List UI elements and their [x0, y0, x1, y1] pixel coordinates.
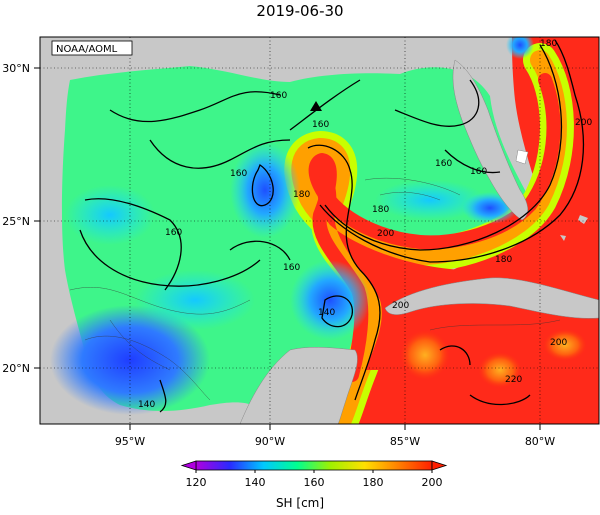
contour-label: 160 — [435, 159, 452, 169]
cyan-east — [375, 180, 485, 220]
thin-contours — [69, 177, 561, 401]
warm-eddy-1 — [400, 330, 450, 380]
contour-label: 200 — [377, 229, 394, 239]
cyan-south — [135, 270, 255, 330]
contour-label: 200 — [550, 338, 567, 348]
contour-label: 160 — [283, 263, 300, 273]
map-frame — [39, 36, 600, 425]
contour-label: 140 — [138, 400, 155, 410]
contour-label: 200 — [392, 301, 409, 311]
florida-land — [452, 59, 528, 221]
low-atlantic — [506, 37, 534, 59]
lat-label-30: 30°N — [2, 62, 30, 75]
contour-label: 220 — [505, 375, 522, 385]
low-central — [230, 142, 300, 238]
contour-label: 180 — [495, 255, 512, 265]
contour-label-group: 160 160 160 160 160 160 160 180 180 180 … — [138, 39, 592, 410]
cyan-west — [65, 185, 155, 245]
low-campeche — [290, 260, 370, 340]
lon-label-85: 85°W — [390, 435, 420, 448]
colorbar-tick-label: 140 — [245, 476, 266, 489]
warm-eddy-2 — [478, 352, 522, 388]
contour-label: 160 — [165, 228, 182, 238]
contour-label: 160 — [312, 120, 329, 130]
grid-lines — [40, 37, 599, 424]
contour-label: 160 — [270, 91, 287, 101]
colorbar-tick-label: 180 — [363, 476, 384, 489]
lon-label-80: 80°W — [525, 435, 555, 448]
contours — [79, 39, 584, 413]
colorbar-min-arrow — [180, 460, 197, 471]
cuba-land — [384, 277, 599, 319]
colorbar-tick-label: 200 — [422, 476, 443, 489]
contour-label: 200 — [575, 118, 592, 128]
axis-ticks — [34, 67, 541, 430]
colorbar-tick-label: 160 — [304, 476, 325, 489]
colorbar-tick-label: 120 — [186, 476, 207, 489]
contour-label: 180 — [372, 205, 389, 215]
contour-label: 140 — [318, 308, 335, 318]
colorbar-gradient — [195, 460, 433, 471]
colorbar-max-arrow — [431, 460, 448, 471]
colorbar: 120 140 160 180 200 — [180, 460, 448, 489]
contour-label: 180 — [293, 190, 310, 200]
source-label: NOAA/AOML — [56, 44, 118, 55]
lon-label-95: 95°W — [115, 435, 145, 448]
source-box — [51, 40, 133, 56]
contour-label: 180 — [540, 39, 557, 49]
contour-label: 160 — [230, 169, 247, 179]
contour-label: 160 — [470, 167, 487, 177]
warm-eddy-3 — [543, 329, 587, 361]
lat-label-20: 20°N — [2, 362, 30, 375]
triangle-marker — [310, 101, 322, 111]
map-area — [40, 37, 599, 424]
yucatan-land — [239, 347, 358, 424]
lon-label-90: 90°W — [255, 435, 285, 448]
lat-label-25: 25°N — [2, 215, 30, 228]
loop-current-interior — [317, 174, 599, 370]
map-title: 2019-06-30 — [256, 2, 344, 20]
colorbar-title: SH [cm] — [275, 496, 325, 510]
